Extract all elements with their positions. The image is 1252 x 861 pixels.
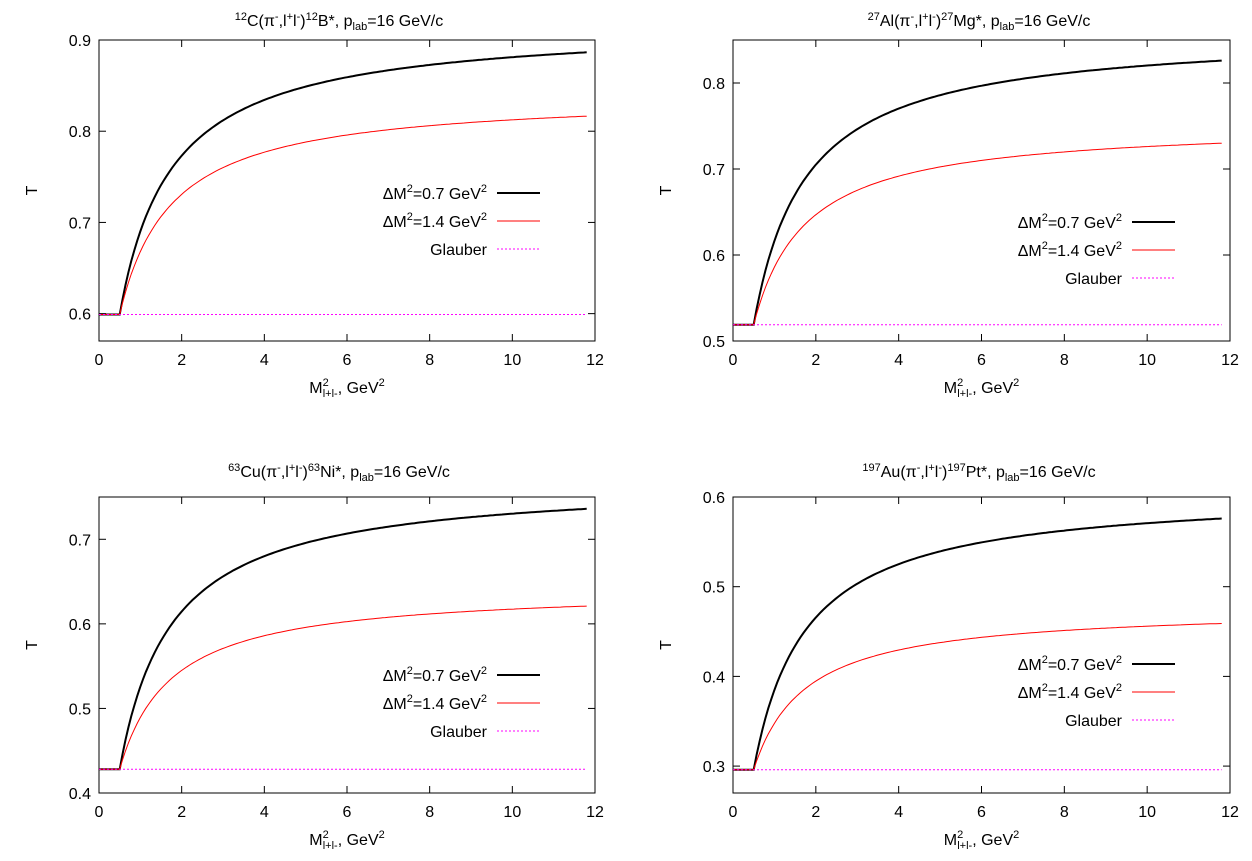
legend-label-1: ΔM2=0.7 GeV2 bbox=[1018, 654, 1122, 674]
y-tick-label: 0.7 bbox=[703, 162, 725, 179]
plot-frame bbox=[98, 39, 596, 342]
series-line-1 bbox=[733, 517, 1222, 771]
x-tick-label: 12 bbox=[586, 804, 604, 821]
x-axis-label: M2 l+l-, GeV2 bbox=[944, 377, 1019, 400]
chart-panel-3: 63Cu(π-,l+l-)63Ni*, plab=16 GeV/c 0 2 4 6 8 10… bbox=[24, 462, 604, 852]
x-tick-label: 6 bbox=[343, 804, 352, 821]
x-tick-label: 12 bbox=[1221, 804, 1239, 821]
x-tick-label: 2 bbox=[811, 352, 820, 369]
y-tick-label: 0.5 bbox=[69, 701, 91, 718]
y-axis-label: T bbox=[658, 640, 675, 650]
series-line-2 bbox=[99, 115, 587, 315]
legend-label-3: Glauber bbox=[430, 724, 488, 741]
legend-label-2: ΔM2=1.4 GeV2 bbox=[1018, 240, 1122, 260]
chart-title: 197Au(π-,l+l-)197Pt*, plab=16 GeV/c bbox=[862, 462, 1095, 484]
y-tick-label: 0.6 bbox=[69, 617, 91, 634]
legend-label-1: ΔM2=0.7 GeV2 bbox=[1018, 212, 1122, 232]
chart-title: 27Al(π-,l+l-)27Mg*, plab=16 GeV/c bbox=[868, 11, 1091, 33]
y-axis-label: T bbox=[24, 640, 41, 650]
x-tick-label: 0 bbox=[729, 804, 738, 821]
series-line-2 bbox=[99, 605, 587, 770]
x-tick-label: 2 bbox=[177, 804, 186, 821]
x-tick-label: 0 bbox=[729, 352, 738, 369]
chart-panel-4: 197Au(π-,l+l-)197Pt*, plab=16 GeV/c 0 2 4 6 8… bbox=[658, 462, 1239, 852]
x-tick-label: 2 bbox=[811, 804, 820, 821]
x-tick-label: 6 bbox=[977, 352, 986, 369]
y-tick-label: 0.6 bbox=[703, 490, 725, 507]
y-tick-label: 0.4 bbox=[69, 786, 91, 803]
legend-label-1: ΔM2=0.7 GeV2 bbox=[383, 183, 487, 203]
x-tick-label: 8 bbox=[425, 352, 434, 369]
y-tick-label: 0.8 bbox=[69, 124, 91, 141]
series-line-1 bbox=[99, 507, 587, 771]
x-tick-label: 12 bbox=[586, 352, 604, 369]
x-tick-label: 10 bbox=[503, 804, 521, 821]
x-axis-label: M2 l+l-, GeV2 bbox=[944, 829, 1019, 852]
legend-label-2: ΔM2=1.4 GeV2 bbox=[383, 693, 487, 713]
x-tick-label: 4 bbox=[260, 352, 269, 369]
x-tick-label: 6 bbox=[977, 804, 986, 821]
y-tick-label: 0.5 bbox=[703, 334, 725, 351]
y-tick-label: 0.8 bbox=[703, 76, 725, 93]
legend-label-3: Glauber bbox=[1065, 713, 1123, 730]
legend-label-3: Glauber bbox=[1065, 271, 1123, 288]
series-line-2 bbox=[733, 623, 1222, 771]
legend-label-1: ΔM2=0.7 GeV2 bbox=[383, 665, 487, 685]
series-line-2 bbox=[733, 142, 1222, 326]
y-tick-label: 0.9 bbox=[69, 33, 91, 50]
series-line-1 bbox=[733, 59, 1222, 326]
x-tick-label: 8 bbox=[1060, 352, 1069, 369]
legend-label-2: ΔM2=1.4 GeV2 bbox=[1018, 682, 1122, 702]
y-tick-label: 0.3 bbox=[703, 759, 725, 776]
x-tick-label: 4 bbox=[260, 804, 269, 821]
x-tick-label: 4 bbox=[894, 804, 903, 821]
y-tick-label: 0.5 bbox=[703, 580, 725, 597]
x-tick-label: 10 bbox=[503, 352, 521, 369]
x-axis-label: M2 l+l-, GeV2 bbox=[309, 829, 384, 852]
y-tick-label: 0.4 bbox=[703, 669, 725, 686]
x-tick-label: 0 bbox=[95, 804, 104, 821]
x-tick-label: 0 bbox=[95, 352, 104, 369]
y-tick-label: 0.7 bbox=[69, 532, 91, 549]
chart-title: 63Cu(π-,l+l-)63Ni*, plab=16 GeV/c bbox=[228, 462, 450, 484]
x-tick-label: 8 bbox=[425, 804, 434, 821]
legend-label-2: ΔM2=1.4 GeV2 bbox=[383, 211, 487, 231]
x-tick-label: 2 bbox=[177, 352, 186, 369]
y-tick-label: 0.7 bbox=[69, 215, 91, 232]
x-tick-label: 4 bbox=[894, 352, 903, 369]
plot-frame bbox=[98, 496, 596, 794]
legend-label-3: Glauber bbox=[430, 242, 488, 259]
chart-panel-1: 12C(π-,l+l-)12B*, plab=16 GeV/c 0 2 4 6 8 10 12… bbox=[24, 11, 604, 400]
x-tick-label: 10 bbox=[1138, 352, 1156, 369]
series-line-1 bbox=[99, 51, 587, 316]
y-axis-label: T bbox=[658, 185, 675, 195]
chart-title: 12C(π-,l+l-)12B*, plab=16 GeV/c bbox=[235, 11, 444, 33]
y-tick-label: 0.6 bbox=[69, 307, 91, 324]
x-tick-label: 6 bbox=[343, 352, 352, 369]
y-axis-label: T bbox=[24, 185, 41, 195]
chart-panel-2: 27Al(π-,l+l-)27Mg*, plab=16 GeV/c 0 2 4 6 8 10… bbox=[658, 11, 1239, 400]
x-axis-label: M2 l+l-, GeV2 bbox=[309, 377, 384, 400]
y-tick-label: 0.6 bbox=[703, 248, 725, 265]
x-tick-label: 12 bbox=[1221, 352, 1239, 369]
x-tick-label: 10 bbox=[1138, 804, 1156, 821]
x-tick-label: 8 bbox=[1060, 804, 1069, 821]
